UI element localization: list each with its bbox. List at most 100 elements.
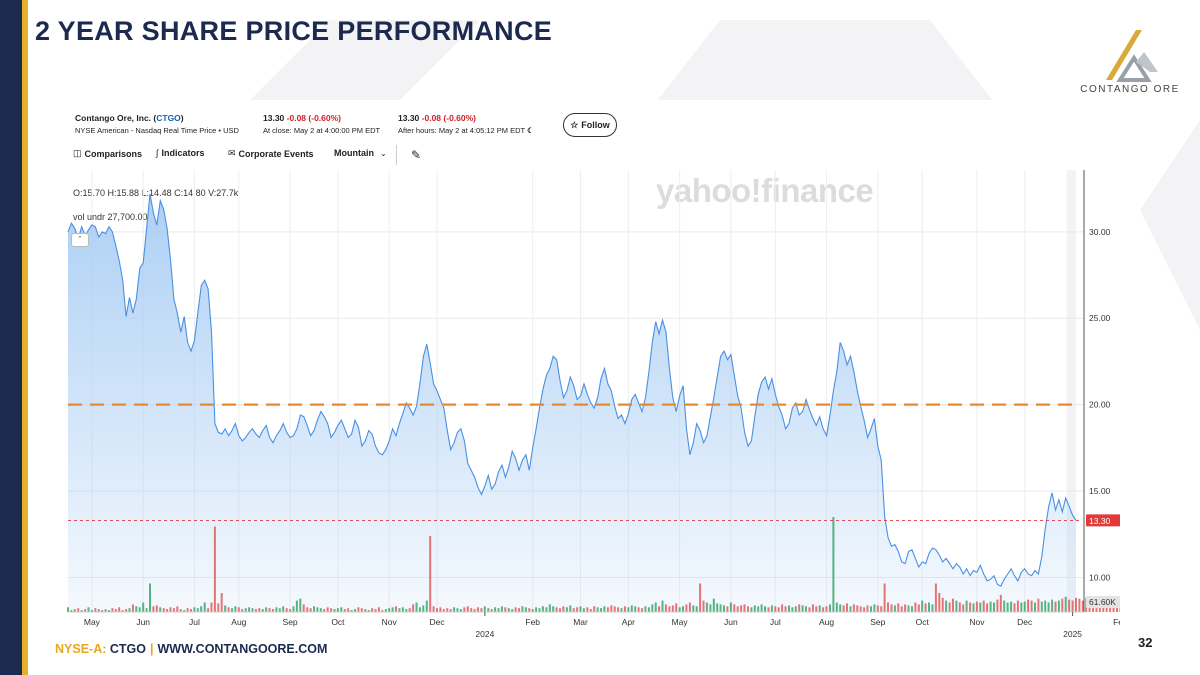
x-tick-label: Sep: [283, 617, 298, 627]
volume-bar: [241, 609, 244, 612]
volume-bar: [432, 606, 435, 612]
volume-bar: [979, 602, 982, 612]
volume-bar: [986, 603, 989, 612]
volume-bar: [866, 605, 869, 613]
volume-bar: [668, 606, 671, 612]
volume-bar: [193, 607, 196, 613]
volume-bar: [514, 607, 517, 613]
volume-bar: [548, 604, 551, 612]
after-hours-block: 13.30 -0.08 (-0.60%): [398, 113, 476, 123]
volume-bar: [401, 607, 404, 613]
volume-bar: [1061, 598, 1064, 612]
volume-bar: [1047, 602, 1050, 612]
corporate-events-button[interactable]: ✉ Corporate Events: [228, 148, 314, 159]
volume-bar: [647, 607, 650, 613]
volume-bar: [760, 604, 763, 612]
price-chart[interactable]: 10.00 15.00 20.00 25.00 30.00 13.30 61.60K May J…: [66, 100, 1120, 642]
volume-bar: [716, 603, 719, 612]
volume-bar: [285, 608, 288, 612]
volume-bar: [217, 603, 220, 612]
x-tick-label: Nov: [969, 617, 985, 627]
volume-bar: [815, 606, 818, 612]
volume-bar: [856, 605, 859, 613]
volume-bar: [111, 608, 114, 612]
volume-bar: [190, 609, 192, 612]
year-label: 2024: [475, 629, 494, 639]
volume-bar: [811, 604, 814, 612]
volume-bar: [272, 609, 274, 612]
volume-bar: [425, 600, 428, 612]
exchange-line: NYSE American - Nasdaq Real Time Price •…: [75, 126, 239, 135]
volume-bar: [695, 606, 698, 612]
volume-bar: [914, 602, 917, 612]
year-label: 2025: [1063, 629, 1082, 639]
volume-bar: [97, 609, 100, 612]
volume-bar: [80, 610, 83, 612]
draw-pencil-icon[interactable]: ✎: [411, 148, 422, 162]
volume-bar: [952, 598, 954, 612]
volume-bar: [969, 602, 972, 612]
x-tick-label: Jul: [770, 617, 781, 627]
volume-bar: [600, 608, 602, 612]
volume-bar: [627, 607, 630, 613]
volume-bar: [258, 608, 261, 612]
after-hours-time: After hours: May 2 at 4:05:12 PM EDT ☾: [398, 126, 534, 135]
volume-bar: [565, 607, 568, 613]
volume-bar: [347, 608, 350, 612]
volume-bar: [613, 606, 616, 612]
volume-bar: [993, 602, 995, 612]
volume-bar: [1064, 596, 1067, 612]
megaphone-icon: ✉: [228, 148, 236, 158]
volume-bar: [494, 607, 497, 613]
volume-bar: [938, 593, 941, 612]
ticker-link[interactable]: CTGO: [156, 113, 181, 123]
volume-bar: [138, 607, 141, 613]
volume-bar: [306, 607, 309, 613]
volume-bar: [699, 583, 702, 612]
volume-bar: [415, 602, 418, 612]
volume-bar: [955, 600, 958, 612]
chevron-down-icon: ⌄: [380, 148, 387, 158]
comparisons-button[interactable]: ◫ Comparisons: [73, 148, 143, 159]
x-tick-label: Sep: [870, 617, 885, 627]
volume-bar: [832, 517, 835, 612]
volume-bar: [911, 606, 913, 612]
left-accent-gold: [22, 0, 28, 675]
volume-bar: [487, 608, 490, 612]
volume-bar: [159, 607, 162, 613]
volume-bar: [586, 607, 589, 613]
volume-bar: [641, 608, 643, 612]
volume-bar: [999, 594, 1002, 612]
volume-bar: [606, 607, 609, 613]
x-tick-label: Jul: [189, 617, 200, 627]
volume-bar: [719, 604, 722, 612]
collapse-chevron-up-icon[interactable]: ˆ: [71, 233, 89, 247]
volume-bar: [948, 602, 951, 612]
volume-bar: [480, 608, 483, 612]
volume-bar: [477, 607, 479, 613]
volume-bar: [463, 607, 466, 613]
volume-bar: [897, 603, 900, 612]
volume-bar: [203, 602, 206, 612]
volume-bar: [371, 608, 374, 612]
volume-bar: [893, 605, 896, 613]
volume-bar: [289, 609, 292, 612]
volume-bar: [958, 602, 961, 612]
x-tick-label: Jun: [136, 617, 150, 627]
volume-bar: [1006, 602, 1009, 612]
volume-bar: [603, 606, 606, 612]
volume-bar: [1068, 599, 1071, 612]
indicators-button[interactable]: ∫ Indicators: [156, 148, 205, 158]
volume-bar: [671, 605, 674, 613]
volume-bar: [965, 600, 968, 612]
volume-bar: [764, 606, 766, 612]
volume-bar: [552, 606, 555, 612]
volume-bar: [538, 608, 541, 612]
timezone-select[interactable]: Mountain ⌄: [334, 148, 387, 158]
volume-bar: [835, 602, 838, 612]
volume-bar: [265, 607, 268, 613]
volume-bar: [664, 604, 667, 612]
follow-button[interactable]: ☆ Follow: [563, 113, 617, 137]
volume-bar: [429, 536, 432, 612]
volume-badge: [1086, 596, 1120, 608]
